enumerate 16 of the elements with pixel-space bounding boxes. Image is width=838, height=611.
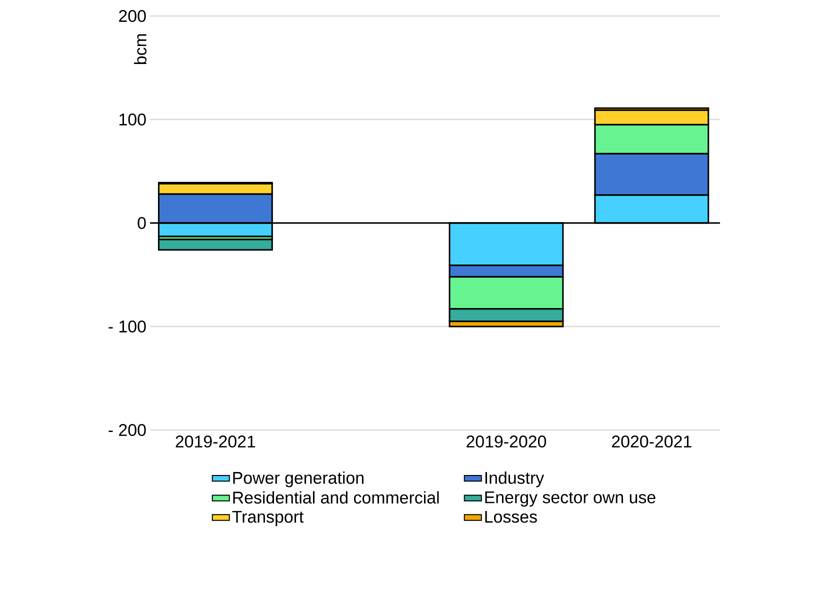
legend-label: Residential and commercial bbox=[233, 491, 439, 504]
y-tick-label: 100 bbox=[120, 114, 146, 126]
y-axis-title: bcm bbox=[134, 34, 146, 64]
legend-label: Industry bbox=[485, 471, 544, 488]
bar bbox=[158, 238, 273, 251]
y-tick-label: 0 bbox=[138, 217, 146, 229]
legend-label: Losses bbox=[485, 510, 537, 523]
legend-label: Power generation bbox=[233, 471, 364, 488]
x-tick-label: 2019-2021 bbox=[176, 436, 256, 448]
y-tick-label: - 100 bbox=[108, 320, 146, 332]
y-tick-label: 200 bbox=[119, 10, 146, 22]
y-tick-label: - 200 bbox=[108, 424, 146, 436]
legend-label: Energy sector own use bbox=[485, 492, 656, 507]
legend-label: Transport bbox=[232, 510, 304, 526]
x-tick-label: 2019-2020 bbox=[466, 436, 546, 448]
x-tick-label: 2020-2021 bbox=[612, 436, 692, 448]
